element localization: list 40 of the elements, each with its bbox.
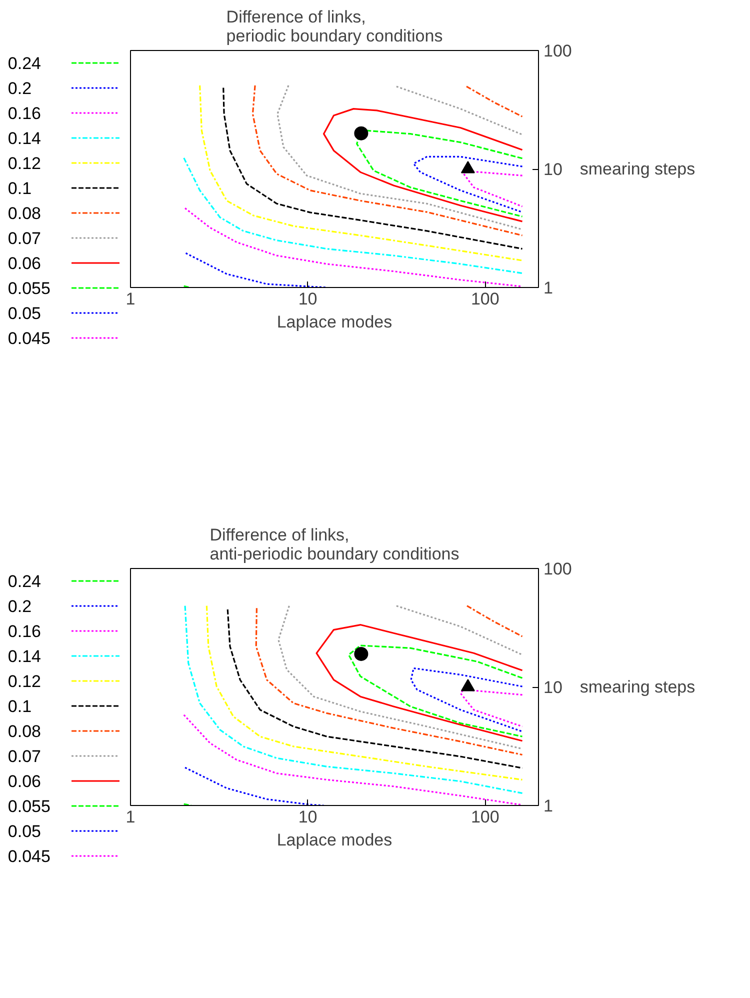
x-tick-label: 10	[298, 808, 318, 826]
legend-label: 0.12	[8, 154, 41, 173]
legend-label: 0.05	[8, 304, 41, 323]
legend-label: 0.2	[8, 79, 32, 98]
legend-label: 0.14	[8, 129, 41, 148]
chart-title: Difference of links, periodic boundary conditions	[226, 8, 443, 46]
legend-label: 0.16	[8, 104, 41, 123]
x-tick-label: 100	[470, 808, 500, 826]
legend-label: 0.05	[8, 822, 41, 841]
legend-label: 0.14	[8, 647, 41, 666]
legend-label: 0.055	[8, 797, 50, 816]
legend-label: 0.045	[8, 847, 50, 866]
y-axis-title: smearing steps	[580, 678, 696, 696]
x-tick-label: 1	[126, 808, 136, 826]
x-tick-label: 100	[470, 290, 500, 308]
legend-label: 0.06	[8, 254, 41, 273]
legend-label: 0.045	[8, 329, 50, 348]
x-tick-label: 10	[298, 290, 318, 308]
y-tick-label: 100	[544, 42, 572, 60]
y-tick-label: 10	[544, 678, 562, 697]
legend-label: 0.24	[8, 54, 41, 73]
legend-label: 0.07	[8, 229, 41, 248]
x-axis-title: Laplace modes	[276, 312, 392, 332]
legend-label: 0.16	[8, 622, 41, 641]
x-axis-title: Laplace modes	[276, 830, 392, 850]
legend-label: 0.06	[8, 772, 41, 791]
y-tick-label: 100	[544, 560, 572, 578]
legend-label: 0.055	[8, 279, 50, 298]
legend-label: 0.1	[8, 179, 32, 198]
legend-label: 0.12	[8, 672, 41, 691]
legend-label: 0.24	[8, 572, 41, 591]
x-tick-label: 1	[126, 290, 136, 308]
y-axis-title: smearing steps	[580, 160, 696, 178]
y-tick-label: 10	[544, 160, 562, 179]
chart-title: Difference of links, anti-periodic boundary conditions	[210, 526, 460, 564]
legend-label: 0.1	[8, 697, 32, 716]
legend-label: 0.08	[8, 722, 41, 741]
legend-label: 0.08	[8, 204, 41, 223]
legend-label: 0.2	[8, 597, 32, 616]
legend-label: 0.07	[8, 747, 41, 766]
